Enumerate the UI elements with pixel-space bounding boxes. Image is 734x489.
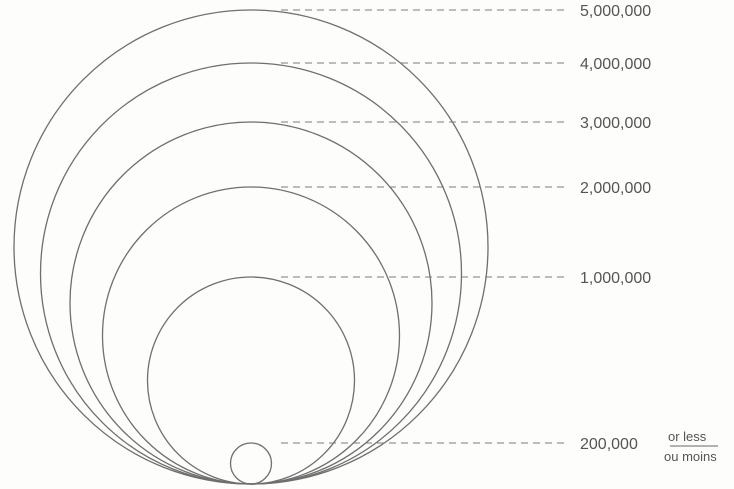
circle-5m (13, 9, 489, 485)
circle-2m (101, 186, 401, 485)
circle-200k (229, 442, 273, 485)
circle-1m (146, 276, 356, 485)
circle-3m (69, 121, 433, 485)
note-bottom-label: ou moins (664, 449, 717, 464)
value-label-4m: 4,000,000 (580, 56, 651, 73)
circle-4m (39, 62, 463, 485)
value-label-2m: 2,000,000 (580, 180, 651, 197)
value-label-200k: 200,000 (580, 436, 638, 453)
labels-group: 5,000,000 4,000,000 3,000,000 2,000,000 1,00… (580, 3, 718, 464)
value-label-5m: 5,000,000 (580, 3, 651, 20)
value-label-1m: 1,000,000 (580, 270, 651, 287)
value-label-3m: 3,000,000 (580, 115, 651, 132)
note-top-label: or less (668, 429, 707, 444)
circles-group (13, 9, 489, 485)
leader-lines-group (281, 9, 568, 444)
